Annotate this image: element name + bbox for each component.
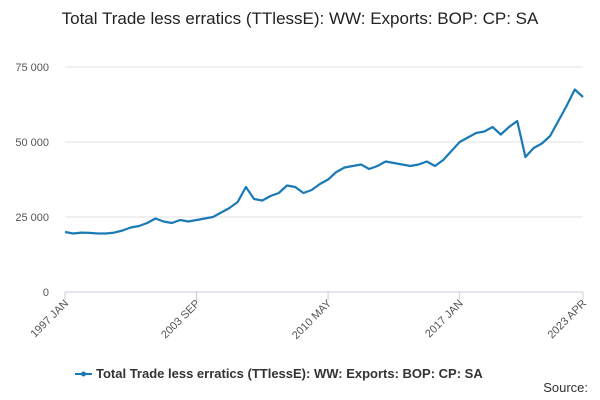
y-tick-label: 0 xyxy=(43,287,49,299)
x-tick-label: 2010 MAY xyxy=(290,297,335,342)
x-tick-label: 2017 JAN xyxy=(423,298,466,341)
legend-label: Total Trade less erratics (TTlessE): WW:… xyxy=(96,366,483,381)
x-tick-label: 1997 JAN xyxy=(28,298,71,341)
data-line xyxy=(64,88,584,235)
y-tick-label: 25 000 xyxy=(15,212,49,224)
legend-marker xyxy=(81,371,86,377)
source: Source: xyxy=(543,380,588,395)
x-tick-label: 2023 APR xyxy=(546,298,590,342)
chart-title: Total Trade less erratics (TTlessE): WW:… xyxy=(61,9,539,28)
y-tick-label: 75 000 xyxy=(15,62,49,74)
y-tick-label: 50 000 xyxy=(15,137,49,149)
x-tick-label: 2003 SEP xyxy=(159,298,203,342)
